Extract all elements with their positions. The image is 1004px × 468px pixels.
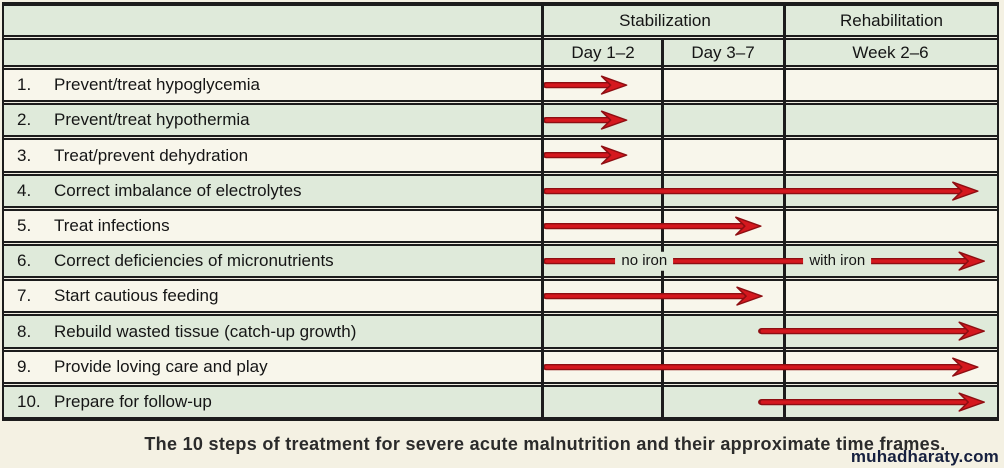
step-label-cell: 1. Prevent/treat hypoglycemia — [4, 75, 544, 95]
header-rehabilitation: Rehabilitation — [786, 6, 997, 35]
timeline-arrow — [544, 357, 979, 377]
step-label-cell: 7. Start cautious feeding — [4, 286, 544, 306]
step-label-cell: 5. Treat infections — [4, 216, 544, 236]
step-row-6: 6. Correct deficiencies of micronutrients… — [4, 244, 997, 279]
timeline-arrow — [544, 145, 628, 166]
step-row-3: 3. Treat/prevent dehydration — [4, 138, 997, 173]
step-label-cell: 10. Prepare for follow-up — [4, 392, 544, 412]
arrow-annotation-no-iron: no iron — [615, 251, 674, 271]
step-number: 7. — [17, 286, 32, 306]
step-label: Rebuild wasted tissue (catch-up growth) — [54, 321, 357, 341]
arrow-annotation-with-iron: with iron — [803, 251, 872, 271]
timeline-arrow — [758, 321, 986, 342]
step-number: 2. — [17, 110, 32, 130]
step-label-cell: 2. Prevent/treat hypothermia — [4, 110, 544, 130]
timeline-arrow — [544, 286, 763, 306]
table-header-phase-row: Stabilization Rehabilitation — [4, 4, 997, 37]
step-label-cell: 4. Correct imbalance of electrolytes — [4, 181, 544, 201]
column-divider-stab-rehab — [783, 4, 786, 419]
step-label-cell: 3. Treat/prevent dehydration — [4, 146, 544, 166]
column-divider-steps-timeline — [541, 4, 544, 419]
step-row-1: 1. Prevent/treat hypoglycemia — [4, 68, 997, 103]
step-label: Prevent/treat hypoglycemia — [54, 75, 260, 95]
step-row-2: 2. Prevent/treat hypothermia — [4, 103, 997, 138]
step-label-cell: 6. Correct deficiencies of micronutrients — [4, 251, 544, 271]
figure-caption: The 10 steps of treatment for severe acu… — [144, 434, 946, 454]
step-label: Provide loving care and play — [54, 356, 268, 376]
step-number: 10. — [17, 391, 41, 411]
step-label: Treat/prevent dehydration — [54, 145, 249, 165]
step-label: Start cautious feeding — [54, 286, 219, 306]
timeline-arrow — [544, 216, 762, 236]
step-number: 5. — [17, 215, 32, 235]
step-rows-container: 1. Prevent/treat hypoglycemia 2. Prevent/tr… — [4, 68, 997, 420]
step-label: Prepare for follow-up — [54, 391, 212, 411]
header-steps-spacer — [4, 6, 544, 35]
step-row-10: 10. Prepare for follow-up — [4, 384, 997, 420]
timeline-arrow — [544, 75, 628, 95]
caption-bar: The 10 steps of treatment for severe acu… — [0, 421, 1004, 468]
treatment-timeframe-table: Stabilization Rehabilitation Day 1–2 Day… — [2, 2, 999, 421]
step-number: 1. — [17, 75, 32, 95]
step-label: Prevent/treat hypothermia — [54, 110, 250, 130]
timeline-arrow — [544, 110, 628, 130]
step-label: Correct deficiencies of micronutrients — [54, 251, 334, 271]
step-row-9: 9. Provide loving care and play — [4, 349, 997, 384]
step-number: 3. — [17, 145, 32, 165]
step-number: 9. — [17, 356, 32, 376]
step-row-7: 7. Start cautious feeding — [4, 279, 997, 314]
header-stabilization: Stabilization — [544, 6, 786, 35]
header-steps-spacer — [4, 40, 544, 65]
step-label: Treat infections — [54, 215, 170, 235]
watermark-muhadharaty: muhadharaty.com — [850, 447, 999, 466]
header-day-1-2: Day 1–2 — [544, 40, 662, 65]
step-row-5: 5. Treat infections — [4, 208, 997, 244]
step-label: Correct imbalance of electrolytes — [54, 180, 302, 200]
header-week-2-6: Week 2–6 — [784, 40, 997, 65]
timeline-arrow — [544, 251, 986, 271]
timeline-arrow — [544, 181, 979, 201]
step-row-4: 4. Correct imbalance of electrolytes — [4, 173, 997, 208]
step-number: 4. — [17, 180, 32, 200]
step-label-cell: 8. Rebuild wasted tissue (catch-up growth… — [4, 322, 544, 342]
table-header-period-row: Day 1–2 Day 3–7 Week 2–6 — [4, 38, 997, 67]
timeline-arrow — [758, 392, 986, 412]
step-number: 6. — [17, 251, 32, 271]
header-day-3-7: Day 3–7 — [662, 40, 784, 65]
step-row-8: 8. Rebuild wasted tissue (catch-up growth… — [4, 314, 997, 349]
step-number: 8. — [17, 321, 32, 341]
step-label-cell: 9. Provide loving care and play — [4, 357, 544, 377]
